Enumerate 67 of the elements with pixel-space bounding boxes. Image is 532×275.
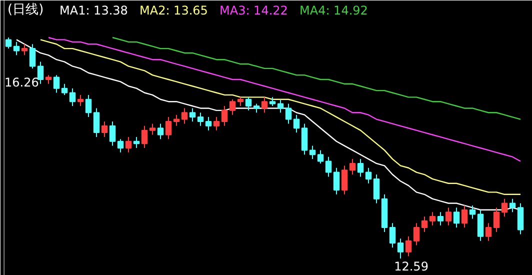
candlestick bbox=[125, 136, 132, 153]
candlestick bbox=[509, 198, 516, 213]
candlestick bbox=[181, 108, 188, 124]
candlestick bbox=[277, 98, 284, 114]
candlestick bbox=[333, 167, 340, 195]
candlestick bbox=[173, 114, 180, 126]
candlestick bbox=[397, 238, 404, 259]
text: MA2: 13.65 bbox=[140, 4, 208, 18]
candlestick bbox=[109, 120, 116, 146]
candlestick bbox=[189, 108, 196, 122]
candlestick bbox=[341, 165, 348, 195]
candlestick bbox=[205, 116, 212, 131]
candlestick bbox=[53, 74, 60, 94]
candlestick bbox=[293, 114, 300, 134]
candlestick bbox=[413, 222, 420, 246]
candlestick bbox=[285, 103, 292, 124]
candlestick bbox=[157, 123, 164, 140]
candlestick bbox=[501, 198, 508, 218]
candlestick bbox=[477, 209, 484, 242]
candlestick bbox=[349, 158, 356, 176]
candlestick bbox=[5, 37, 12, 50]
chart-title: (日线) bbox=[8, 2, 44, 18]
candlestick bbox=[133, 136, 140, 148]
candlestick bbox=[373, 174, 380, 204]
candlestick bbox=[117, 138, 124, 153]
candlestick bbox=[77, 94, 84, 107]
candlestick bbox=[141, 125, 148, 148]
candlestick bbox=[61, 83, 68, 96]
candlestick bbox=[517, 202, 524, 235]
candlestick bbox=[301, 123, 308, 156]
candlestick bbox=[317, 150, 324, 164]
annotation: 16.26 bbox=[4, 76, 39, 90]
candlestick bbox=[469, 204, 476, 220]
candlestick bbox=[485, 222, 492, 242]
candlestick bbox=[405, 236, 412, 257]
candlestick bbox=[429, 212, 436, 226]
candlestick bbox=[357, 158, 364, 178]
candlestick bbox=[437, 212, 444, 226]
candlestick bbox=[85, 94, 92, 118]
candlestick bbox=[261, 96, 268, 114]
candlestick bbox=[453, 207, 460, 228]
candlestick bbox=[13, 41, 20, 56]
candlestick bbox=[93, 108, 100, 138]
candlestick bbox=[221, 106, 228, 126]
candlestick bbox=[149, 123, 156, 136]
candlestick bbox=[101, 120, 108, 138]
candlestick bbox=[445, 207, 452, 226]
candlestick bbox=[325, 156, 332, 178]
candlestick bbox=[229, 98, 236, 116]
candlestick bbox=[29, 44, 36, 69]
candlestick bbox=[197, 112, 204, 126]
candlestick bbox=[165, 116, 172, 140]
candlestick bbox=[245, 96, 252, 111]
text: MA3: 14.22 bbox=[220, 4, 288, 18]
candlestick bbox=[37, 61, 44, 84]
text: 12.59 bbox=[394, 260, 428, 274]
candlestick bbox=[69, 88, 76, 107]
text: MA1: 13.38 bbox=[60, 4, 128, 18]
candlestick bbox=[21, 44, 28, 56]
candlestick bbox=[421, 216, 428, 232]
candlestick bbox=[389, 222, 396, 248]
text: MA4: 14.92 bbox=[300, 4, 368, 18]
candlestick bbox=[461, 204, 468, 228]
candlestick bbox=[493, 207, 500, 232]
candlestick bbox=[365, 167, 372, 184]
candlestick bbox=[213, 116, 220, 131]
candlestick bbox=[309, 145, 316, 160]
